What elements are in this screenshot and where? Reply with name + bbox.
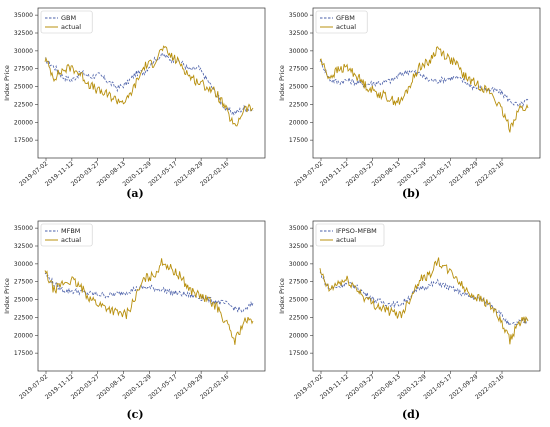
x-tick-label: 2022-02-16	[199, 373, 230, 401]
y-tick-label: 17500	[14, 137, 33, 144]
y-axis-title: Index Price	[3, 278, 11, 314]
y-tick-label: 32500	[14, 243, 33, 250]
series-line-model	[44, 52, 254, 116]
series-line-model	[44, 272, 254, 314]
y-axis-title: Index Price	[3, 65, 11, 101]
legend-label: MFBM	[61, 227, 80, 235]
legend-label: actual	[336, 236, 356, 244]
series-line-actual	[319, 46, 529, 133]
y-tick-label: 30000	[14, 261, 33, 268]
x-tick-label: 2022-02-16	[474, 160, 505, 188]
series-line-actual	[319, 257, 529, 345]
y-tick-label: 35000	[289, 12, 308, 19]
series-line-actual	[44, 45, 254, 127]
y-tick-label: 35000	[14, 225, 33, 232]
y-tick-label: 32500	[14, 30, 33, 37]
plot-frame	[312, 220, 541, 372]
y-tick-label: 22500	[14, 101, 33, 108]
chart-panel-b: 17500 20000 22500 25000 27500 30000 32500 35000…	[275, 0, 550, 213]
legend-label: IFPSO-MFBM	[336, 227, 377, 235]
legend-label: GBM	[61, 14, 76, 22]
y-tick-label: 30000	[289, 48, 308, 55]
y-tick-label: 22500	[14, 314, 33, 321]
y-tick-label: 17500	[289, 350, 308, 357]
plot-frame	[37, 7, 266, 159]
x-tick-label: 2022-02-16	[474, 373, 505, 401]
series-line-actual	[44, 258, 254, 345]
chart-d: 17500 20000 22500 25000 27500 30000 32500 35000…	[278, 220, 541, 401]
legend-label: actual	[61, 23, 81, 31]
legend-label: actual	[336, 23, 356, 31]
panel-label-d: (d)	[401, 408, 421, 421]
y-tick-label: 27500	[14, 279, 33, 286]
chart-b: 17500 20000 22500 25000 27500 30000 32500 35000…	[278, 7, 541, 188]
panel-label-a: (a)	[126, 187, 144, 200]
x-tick-label: 2022-02-16	[199, 160, 230, 188]
y-tick-label: 32500	[289, 243, 308, 250]
legend-label: GFBM	[336, 14, 355, 22]
chart-a: 17500 20000 22500 25000 27500 30000 32500 35000…	[3, 7, 266, 188]
y-tick-label: 30000	[14, 48, 33, 55]
series-line-model	[319, 58, 529, 108]
y-tick-label: 27500	[289, 66, 308, 73]
y-tick-label: 27500	[289, 279, 308, 286]
y-tick-label: 25000	[14, 84, 33, 91]
y-tick-label: 20000	[289, 119, 308, 126]
y-tick-label: 22500	[289, 101, 308, 108]
panel-label-b: (b)	[401, 187, 421, 200]
y-tick-label: 25000	[289, 84, 308, 91]
y-axis-title: Index Price	[278, 278, 286, 314]
y-tick-label: 30000	[289, 261, 308, 268]
y-tick-label: 22500	[289, 314, 308, 321]
chart-panel-d: 17500 20000 22500 25000 27500 30000 32500 35000…	[275, 213, 550, 427]
chart-panel-a: 17500 20000 22500 25000 27500 30000 32500 35000…	[0, 0, 275, 213]
y-tick-label: 25000	[289, 297, 308, 304]
y-tick-label: 17500	[289, 137, 308, 144]
panel-label-c: (c)	[126, 408, 144, 421]
y-tick-label: 35000	[289, 225, 308, 232]
legend-label: actual	[61, 236, 81, 244]
chart-c: 17500 20000 22500 25000 27500 30000 32500 35000…	[3, 220, 266, 401]
series-line-model	[319, 271, 529, 327]
plot-frame	[37, 220, 266, 372]
y-tick-label: 20000	[289, 332, 308, 339]
y-tick-label: 32500	[289, 30, 308, 37]
y-tick-label: 20000	[14, 119, 33, 126]
y-tick-label: 35000	[14, 12, 33, 19]
y-axis-title: Index Price	[278, 65, 286, 101]
y-tick-label: 27500	[14, 66, 33, 73]
chart-panel-c: 17500 20000 22500 25000 27500 30000 32500 35000…	[0, 213, 275, 427]
plot-frame	[312, 7, 541, 159]
y-tick-label: 25000	[14, 297, 33, 304]
y-tick-label: 20000	[14, 332, 33, 339]
y-tick-label: 17500	[14, 350, 33, 357]
